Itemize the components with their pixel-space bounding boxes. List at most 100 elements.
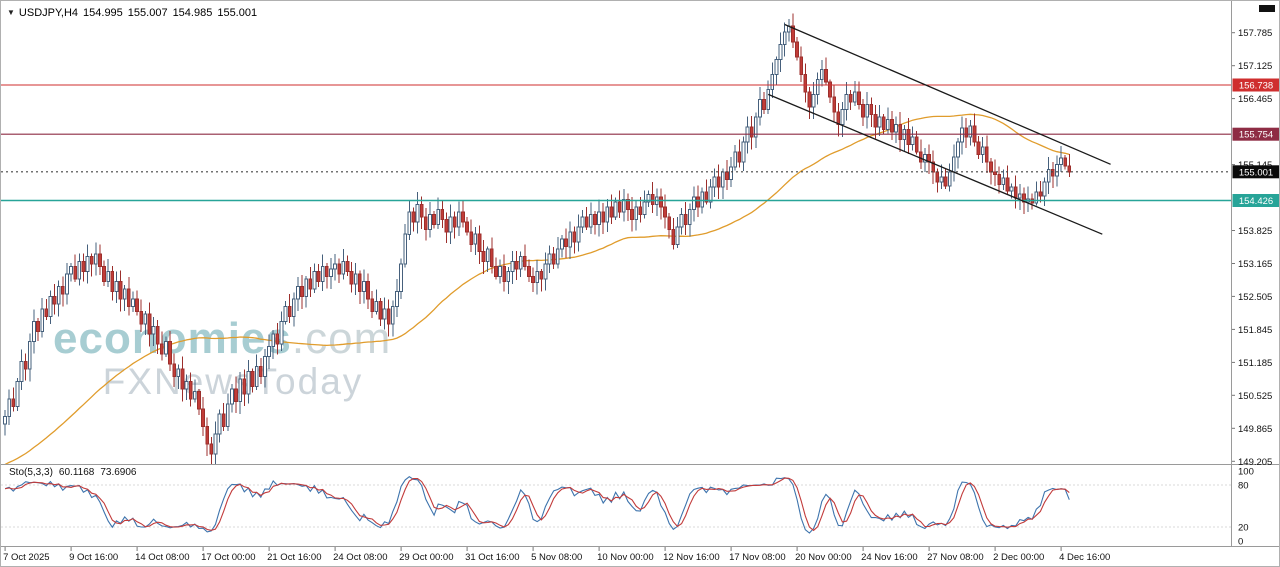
candle-bear (419, 203, 424, 218)
candle-bear (234, 388, 238, 403)
candle-bull (267, 346, 272, 358)
candle-bull (362, 281, 366, 293)
candle-bear (23, 361, 28, 370)
candle-bull (456, 211, 461, 228)
candle-bear (1038, 191, 1043, 197)
candle-bear (993, 171, 998, 175)
candle-bear (857, 91, 861, 105)
candle-bear (444, 218, 449, 233)
candle-bull (580, 216, 585, 228)
candle-bull (399, 263, 404, 293)
time-tick-label: 9 Oct 16:00 (69, 552, 118, 563)
candle-bull (382, 308, 387, 320)
candle-bear (242, 378, 247, 395)
stochastic-scale-label: 80 (1238, 481, 1249, 492)
candle-bull (93, 253, 98, 265)
candle-bull (341, 261, 346, 275)
candle-bull (613, 201, 618, 218)
candle-bull (15, 381, 20, 408)
symbol-timeframe-label: USDJPY,H4 (18, 7, 79, 19)
candle-bull (374, 301, 379, 313)
candle-bear (440, 208, 445, 220)
stochastic-pane[interactable] (1, 476, 1231, 534)
symbol-dropdown-icon[interactable]: ▼ (7, 8, 15, 17)
candle-bear (337, 263, 342, 275)
candle-bear (378, 301, 383, 320)
price-tick-label: 150.525 (1238, 391, 1272, 402)
candle-bear (671, 228, 676, 245)
candle-bear (1050, 168, 1055, 177)
candle-bear (172, 363, 177, 378)
candle-bull (782, 31, 787, 45)
candle-bear (659, 196, 663, 208)
candle-bear (423, 216, 428, 230)
candle-bear (791, 25, 795, 43)
candle-bull (774, 58, 779, 75)
candle-bull (448, 216, 453, 233)
candle-bear (989, 161, 993, 173)
candle-bear (1013, 186, 1018, 199)
channel-lower[interactable] (767, 93, 1103, 235)
price-tick-label: 153.825 (1238, 226, 1272, 237)
candle-bear (572, 231, 577, 243)
candle-bear (494, 266, 498, 278)
candle-bear (584, 216, 589, 228)
price-badge (1232, 127, 1279, 141)
candle-bear (630, 208, 635, 220)
candle-bull (428, 213, 432, 230)
candle-bear (943, 176, 948, 187)
candle-bear (762, 98, 767, 110)
candle-bull (353, 273, 358, 285)
price-pane[interactable] (1, 13, 1231, 467)
candle-bear (539, 271, 544, 280)
candle-bear (366, 281, 371, 300)
candle-bear (308, 278, 313, 290)
candle-bear (81, 261, 86, 273)
candle-bear (11, 398, 16, 408)
candle-bear (477, 233, 482, 253)
candle-bull (692, 196, 696, 210)
time-tick-label: 24 Nov 16:00 (861, 552, 918, 563)
candle-bull (40, 308, 45, 333)
candle-bear (452, 216, 457, 228)
candle-bull (69, 266, 73, 275)
stochastic-scale-label: 100 (1238, 467, 1254, 478)
candle-bull (7, 398, 12, 418)
candle-bull (56, 286, 61, 305)
candle-bear (593, 213, 597, 225)
candle-bull (333, 263, 338, 270)
time-axis[interactable]: 7 Oct 2025 9 Oct 16:00 14 Oct 08:00 17 Oct … (3, 547, 1110, 563)
candle-bull (885, 118, 890, 130)
candle-bear (489, 248, 494, 268)
candle-bear (918, 151, 923, 163)
quote-high: 155.007 (127, 7, 168, 19)
candle-bull (254, 366, 259, 388)
candle-bull (1009, 186, 1014, 192)
candle-bull (815, 78, 820, 95)
stochastic-scale-label: 20 (1238, 523, 1249, 534)
indicator-name: Sto(5,3,3) (9, 467, 53, 478)
time-tick-label: 10 Nov 00:00 (597, 552, 654, 563)
price-tick-label: 151.185 (1238, 358, 1272, 369)
candle-bear (527, 266, 531, 278)
candle-bear (324, 266, 329, 278)
candle-bear (914, 136, 919, 153)
candle-bear (188, 381, 193, 400)
channel-upper[interactable] (784, 23, 1111, 165)
candle-bear (795, 41, 800, 58)
candle-bull (543, 263, 548, 280)
candlestick-series (3, 13, 1072, 464)
candle-bear (73, 266, 78, 280)
candle-bear (469, 231, 474, 245)
candle-bear (976, 141, 981, 155)
price-axis[interactable]: 157.785157.125156.465155.145153.825153.1… (1232, 28, 1280, 548)
candle-bear (609, 206, 614, 218)
chart-shift-marker[interactable] (1259, 5, 1275, 12)
candle-bull (960, 127, 965, 143)
candle-bull (48, 296, 53, 318)
price-tick-label: 149.205 (1238, 457, 1272, 468)
price-tick-label: 149.865 (1238, 424, 1272, 435)
candle-bear (626, 198, 630, 210)
candle-bull (923, 153, 927, 163)
